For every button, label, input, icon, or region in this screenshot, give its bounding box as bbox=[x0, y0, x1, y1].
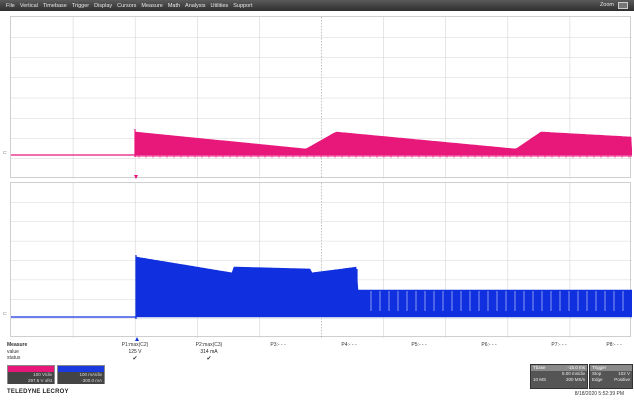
menu-math[interactable]: Math bbox=[168, 3, 180, 9]
grid-top-svg bbox=[11, 17, 632, 179]
menu-vertical[interactable]: Vertical bbox=[20, 3, 38, 9]
c3-offset: -300.0 mA bbox=[58, 378, 104, 384]
menu-cursors[interactable]: Cursors bbox=[117, 3, 136, 9]
measure-status-label: status bbox=[7, 355, 20, 361]
c2-level-marker[interactable]: ⊏ bbox=[3, 150, 7, 156]
measure-title: Measure bbox=[7, 342, 27, 348]
menu-utilities[interactable]: Utilities bbox=[211, 3, 229, 9]
grid-top[interactable] bbox=[10, 16, 631, 178]
menu-measure[interactable]: Measure bbox=[141, 3, 162, 9]
measure-p2-status: ✔ bbox=[186, 355, 232, 362]
measure-p1-name[interactable]: P1:max(C2) bbox=[112, 342, 158, 348]
menu-display[interactable]: Display bbox=[94, 3, 112, 9]
trigger-type: Edge bbox=[592, 377, 603, 383]
channel-c2-descriptor[interactable]: 100 V/div 297.5 V ofst bbox=[7, 365, 55, 384]
measure-p2-name[interactable]: P2:max(C3) bbox=[186, 342, 232, 348]
measure-p5-name[interactable]: P5:- - - bbox=[396, 342, 442, 348]
menu-analysis[interactable]: Analysis bbox=[185, 3, 205, 9]
menu-file[interactable]: File bbox=[6, 3, 15, 9]
c3-level-marker[interactable]: ⊏ bbox=[3, 311, 7, 317]
channel-c3-descriptor[interactable]: 100 mA/div -300.0 mA bbox=[57, 365, 105, 384]
menu-bar: File Vertical Timebase Trigger Display C… bbox=[0, 0, 634, 11]
measure-p7-name[interactable]: P7:- - - bbox=[536, 342, 582, 348]
timebase-samples: 10 MS bbox=[533, 377, 546, 383]
measure-p3-name[interactable]: P3:- - - bbox=[255, 342, 301, 348]
timebase-descriptor[interactable]: Tbase -15.0 ms 5.00 ms/div 10 MS 200 MS/… bbox=[530, 364, 588, 389]
zoom-icon[interactable] bbox=[618, 2, 628, 9]
menu-timebase[interactable]: Timebase bbox=[43, 3, 67, 9]
c2-offset: 297.5 V ofst bbox=[8, 378, 54, 384]
trigger-descriptor[interactable]: Trigger Stop 102 V Edge Positive bbox=[589, 364, 633, 389]
c3-trace-envelope bbox=[136, 257, 632, 317]
menu-support[interactable]: Support bbox=[233, 3, 252, 9]
grid-bottom[interactable] bbox=[10, 182, 631, 337]
trigger-slope: Positive bbox=[614, 377, 630, 383]
measure-table: Measure value status P1:max(C2) 125 V ✔ … bbox=[0, 340, 634, 366]
menu-trigger[interactable]: Trigger bbox=[72, 3, 89, 9]
grid-bottom-svg bbox=[11, 183, 632, 338]
timestamp: 8/18/2020 5:52:39 PM bbox=[575, 391, 624, 397]
zoom-label[interactable]: Zoom bbox=[600, 2, 614, 8]
timebase-rate: 200 MS/s bbox=[566, 377, 585, 383]
measure-p8-name[interactable]: P8:- - - bbox=[596, 342, 632, 348]
trigger-position-marker[interactable] bbox=[134, 175, 138, 179]
measure-p6-name[interactable]: P6:- - - bbox=[466, 342, 512, 348]
measure-p1-status: ✔ bbox=[112, 355, 158, 362]
measure-p4-name[interactable]: P4:- - - bbox=[326, 342, 372, 348]
brand-logo: TELEDYNE LECROY bbox=[7, 389, 69, 395]
timebase-title: Tbase bbox=[533, 365, 546, 371]
